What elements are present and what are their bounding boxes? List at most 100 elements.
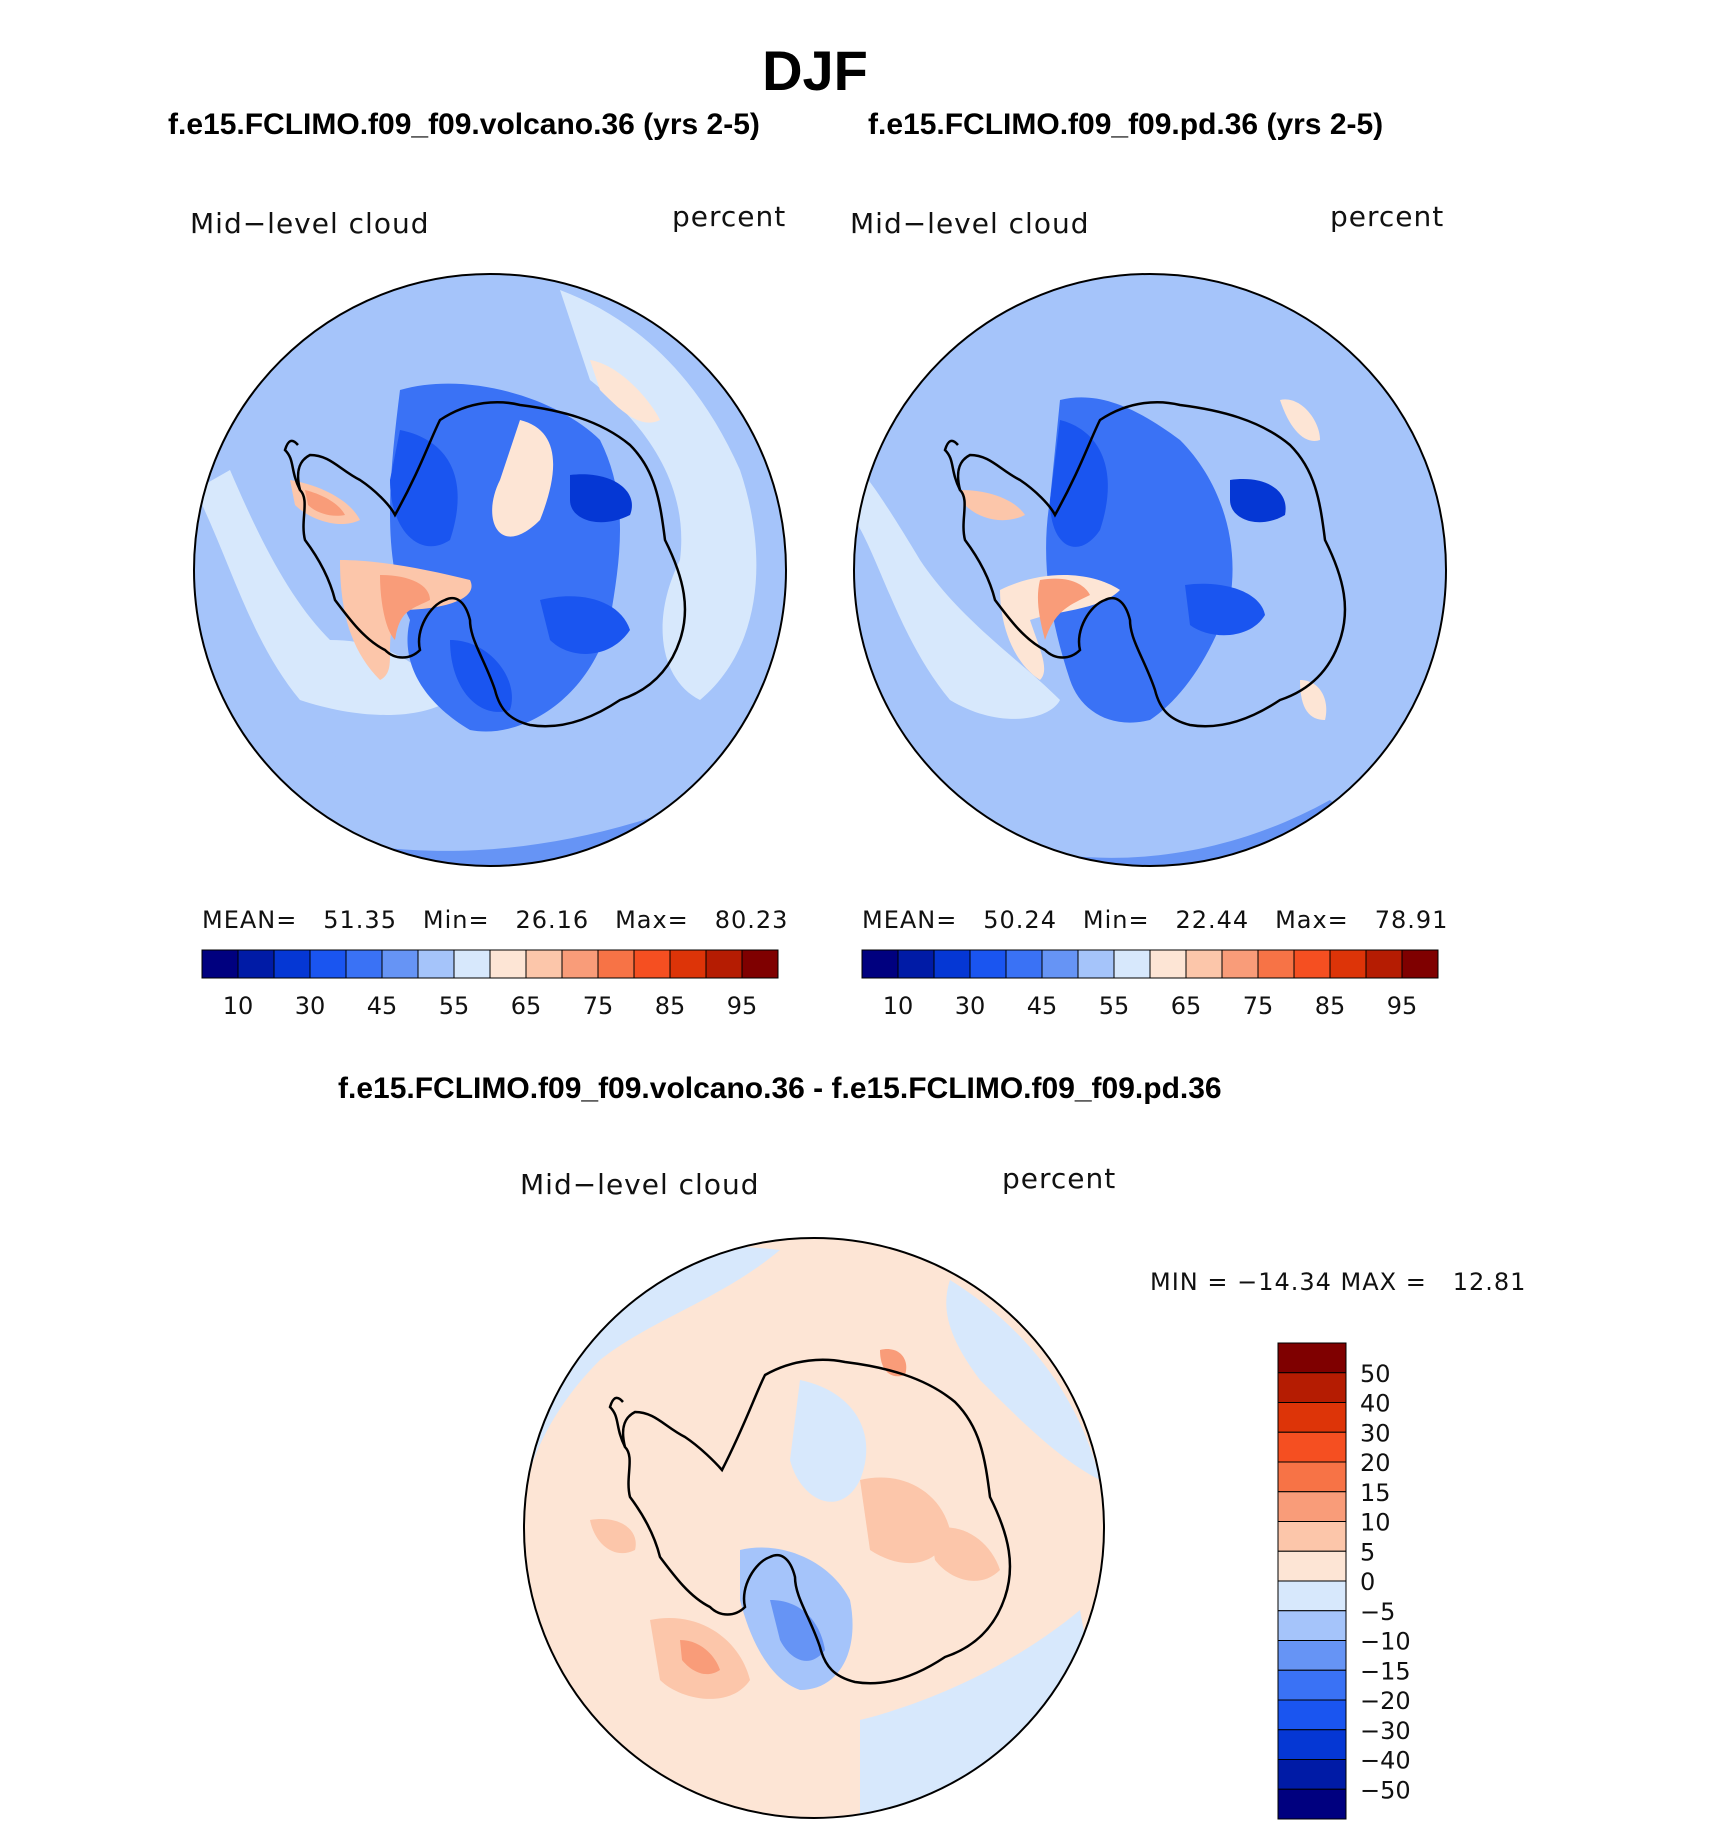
colorbar-2-swatch — [1401, 949, 1439, 979]
colorbar-diff-swatch — [1277, 1669, 1347, 1701]
colorbar-diff-tick-label: 30 — [1360, 1419, 1391, 1447]
peninsula-coastline — [608, 1396, 627, 1448]
colorbar-1-swatch — [273, 949, 311, 979]
colorbar-2-swatch — [1221, 949, 1259, 979]
colorbar-diff-swatch — [1277, 1759, 1347, 1790]
colorbar-diff-swatch — [1277, 1550, 1347, 1582]
colorbar-diff-tick-label: 0 — [1360, 1568, 1375, 1596]
colorbar-1-swatch — [741, 949, 779, 979]
colorbar-diff-swatch — [1277, 1521, 1347, 1552]
colorbar-1-swatch — [561, 949, 599, 979]
colorbar-diff-tick-label: −20 — [1360, 1687, 1411, 1715]
colorbar-diff-tick-label: −50 — [1360, 1776, 1411, 1804]
panel-1-min-value: 26.16 — [515, 906, 590, 934]
colorbar-2-swatch — [933, 949, 971, 979]
colorbar-1-tick-label: 45 — [367, 992, 398, 1020]
colorbar-2-swatch — [1005, 949, 1043, 979]
colorbar-1-swatch — [453, 949, 491, 979]
colorbar-1-swatch — [489, 949, 527, 979]
colorbar-diff-swatch — [1277, 1491, 1347, 1522]
colorbar-diff-swatch — [1277, 1580, 1347, 1612]
colorbar-2-tick-label: 45 — [1027, 992, 1058, 1020]
field-fill-60 — [1300, 680, 1327, 720]
field-fill-65 — [340, 560, 472, 680]
field-fill-5-to-10 — [860, 1477, 950, 1564]
colorbar-2-swatch — [1257, 949, 1295, 979]
panel-1-min-label: Min= — [422, 906, 490, 934]
diff-map — [523, 1237, 1105, 1819]
colorbar-1-swatch — [525, 949, 563, 979]
map-boundary — [193, 273, 787, 867]
colorbar-diff-swatch — [1277, 1402, 1347, 1433]
colorbar-2-tick-label: 95 — [1387, 992, 1418, 1020]
colorbar-diff-swatch — [1277, 1610, 1347, 1641]
colorbar-diff-tick-label: −10 — [1360, 1628, 1411, 1656]
field-fill-60 — [492, 420, 554, 537]
panel-1-map — [193, 273, 787, 867]
panel-1-max-label: Max= — [615, 906, 689, 934]
field-fill-minus15-to-minus10 — [770, 1600, 825, 1661]
panel-1-mean-label: MEAN= — [202, 906, 298, 934]
colorbar-diff-tick-label: 20 — [1360, 1449, 1391, 1477]
field-fill-65 — [960, 490, 1025, 521]
colorbar-diff-tick-label: −15 — [1360, 1657, 1411, 1685]
colorbar-1-tick-label: 95 — [727, 992, 758, 1020]
colorbar-1-tick-label: 65 — [511, 992, 542, 1020]
field-fill-30 — [1050, 420, 1108, 547]
colorbar-diff-swatch — [1277, 1729, 1347, 1760]
colorbar-1-tick-label: 30 — [295, 992, 326, 1020]
colorbar-1-swatch — [597, 949, 635, 979]
colorbar-2-tick-label: 85 — [1315, 992, 1346, 1020]
colorbar-1-tick-label: 75 — [583, 992, 614, 1020]
colorbar-diff-swatch — [1277, 1431, 1347, 1463]
field-fill-70 — [1037, 578, 1090, 640]
colorbar-diff-swatch — [1277, 1372, 1347, 1403]
antarctica-coastline — [296, 401, 687, 728]
diff-units-label: percent — [1002, 1162, 1117, 1195]
field-fill-55 — [855, 470, 1060, 719]
field-fill-60 — [590, 360, 660, 423]
colorbar-2-swatch — [1185, 949, 1223, 979]
panel-2-max-value: 78.91 — [1374, 906, 1449, 934]
colorbar-diff-swatch — [1277, 1640, 1347, 1671]
colorbar-2-tick-label: 75 — [1243, 992, 1274, 1020]
colorbar-2-swatch — [1113, 949, 1151, 979]
colorbar-diff-tick-label: 15 — [1360, 1479, 1391, 1507]
colorbar-1-swatch — [345, 949, 383, 979]
panel-1-units-label: percent — [672, 200, 787, 233]
colorbar-1-swatch — [309, 949, 347, 979]
panel-1-max-value: 80.23 — [714, 906, 789, 934]
colorbar-1-tick-label: 85 — [655, 992, 686, 1020]
field-fill-60 — [1000, 575, 1120, 680]
colorbar-1-swatch — [237, 949, 275, 979]
colorbar-1-swatch — [705, 949, 743, 979]
field-fill-30 — [1185, 583, 1265, 636]
panel-2-map — [853, 273, 1447, 867]
panel-1-variable-label: Mid−level cloud — [190, 207, 430, 240]
antarctica-coastline — [621, 1358, 1012, 1685]
field-fill-5-to-10 — [590, 1519, 636, 1554]
panel-2-units-label: percent — [1330, 200, 1445, 233]
colorbar-1-swatch — [633, 949, 671, 979]
field-fill-minus5-to-0 — [946, 1280, 1100, 1480]
field-fill-70 — [305, 490, 345, 516]
peninsula-coastline — [943, 439, 962, 491]
colorbar-diff-tick-label: −5 — [1360, 1598, 1395, 1626]
panel-2-min-value: 22.44 — [1175, 906, 1250, 934]
diff-variable-label: Mid−level cloud — [520, 1168, 760, 1201]
field-fill-50 — [194, 470, 786, 866]
map-boundary — [523, 1237, 1105, 1819]
field-fill-10-to-15 — [680, 1640, 720, 1675]
figure-title: DJF — [762, 39, 868, 102]
field-fill-30 — [390, 430, 458, 547]
colorbar-2-swatch — [861, 949, 899, 979]
colorbars: 10 30 45 55 65 75 85 95 10 30 45 55 65 75 85 9550403020… — [201, 949, 1439, 1820]
field-fill-20 — [570, 474, 632, 523]
panel-2-stats: MEAN= 50.24 Min= 22.44 Max= 78.91 — [862, 906, 1448, 934]
panel-1-mean-value: 51.35 — [323, 906, 397, 934]
field-fill-5-to-10 — [930, 1527, 1000, 1581]
colorbar-diff-swatch — [1277, 1461, 1347, 1493]
map-boundary — [853, 273, 1447, 867]
colorbar-1-tick-label: 55 — [439, 992, 470, 1020]
